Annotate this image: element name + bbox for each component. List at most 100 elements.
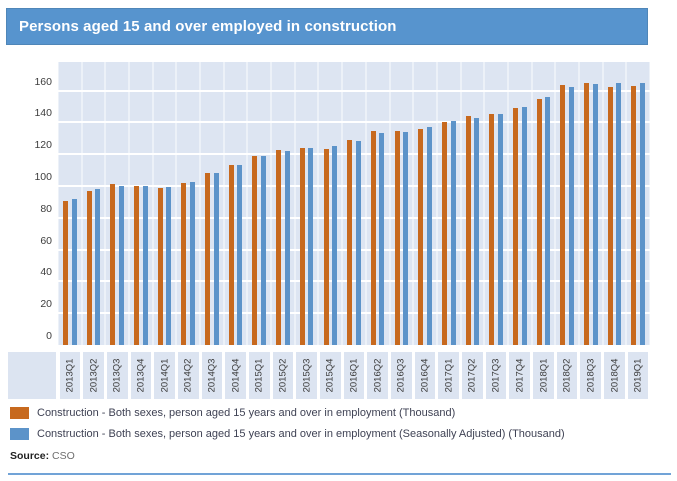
bar-employment-2013Q3 [110,184,116,345]
column-separator [435,62,438,345]
x-tick-cell-2014Q1: 2014Q1 [154,352,175,399]
column-separator [459,62,462,345]
x-tick-label-2015Q4: 2015Q4 [324,358,336,393]
bar-employment-2016Q2 [370,131,376,345]
x-tick-cell-2014Q4: 2014Q4 [225,352,246,399]
source-value: CSO [52,450,75,462]
gridline-160 [58,89,650,92]
bottom-divider [8,473,671,475]
x-tick-cell-2014Q2: 2014Q2 [177,352,199,399]
bar-employment-2014Q1 [157,188,163,345]
legend-swatch-blue-icon [10,427,29,440]
x-tick-label-2014Q1: 2014Q1 [159,358,171,393]
chart-title: Persons aged 15 and over employed in con… [19,18,397,35]
bar-seasonally-adjusted-2016Q1 [355,140,361,345]
x-axis-corner-cell [8,352,56,399]
column-separator [128,62,131,345]
y-tick-label-60: 60 [40,234,52,247]
bar-employment-2016Q1 [347,139,353,345]
column-separator [246,62,249,345]
bar-seasonally-adjusted-2013Q2 [95,189,101,345]
x-tick-cell-2017Q2: 2017Q2 [462,352,483,399]
column-separator [58,62,59,345]
bar-seasonally-adjusted-2017Q3 [497,113,503,345]
bar-seasonally-adjusted-2013Q1 [71,198,77,345]
x-tick-label-2013Q3: 2013Q3 [111,358,123,393]
column-separator [649,62,650,345]
bar-employment-2014Q3 [205,172,211,345]
plot-area [58,62,650,345]
bar-seasonally-adjusted-2017Q2 [474,117,480,345]
column-separator [317,62,320,345]
column-separator [530,62,533,345]
bar-seasonally-adjusted-2016Q3 [403,131,409,345]
bar-employment-2014Q4 [228,164,234,345]
gridline-60 [58,248,650,251]
x-tick-cell-2016Q3: 2016Q3 [391,352,412,399]
y-tick-label-40: 40 [40,266,52,279]
bar-seasonally-adjusted-2014Q3 [213,173,219,345]
x-tick-cell-2013Q4: 2013Q4 [130,352,152,399]
x-tick-cell-2017Q4: 2017Q4 [509,352,531,399]
column-separator [483,62,486,345]
source-line: Source: CSO [10,450,75,462]
bar-employment-2017Q1 [441,121,447,345]
bar-seasonally-adjusted-2017Q1 [450,120,456,345]
x-tick-label-2015Q3: 2015Q3 [301,358,313,393]
x-tick-cell-2017Q1: 2017Q1 [438,352,460,399]
legend-item-employment: Construction - Both sexes, person aged 1… [10,405,565,420]
bar-employment-2015Q3 [299,147,305,345]
x-tick-label-2016Q3: 2016Q3 [395,358,407,393]
bar-employment-2015Q4 [323,149,329,345]
column-separator [625,62,628,345]
legend-item-employment-seasonally-adjusted: Construction - Both sexes, person aged 1… [10,426,565,441]
x-tick-label-2018Q4: 2018Q4 [608,358,620,393]
x-tick-label-2016Q4: 2016Q4 [419,358,431,393]
bar-employment-2015Q2 [276,150,282,345]
x-tick-label-2017Q4: 2017Q4 [514,358,526,393]
column-separator [151,62,154,345]
x-tick-cell-2013Q3: 2013Q3 [106,352,128,399]
gridline-100 [58,185,650,187]
x-tick-cell-2018Q1: 2018Q1 [533,352,554,399]
bar-seasonally-adjusted-2016Q4 [426,127,432,345]
y-tick-label-120: 120 [34,139,52,152]
gridline-120 [58,153,650,156]
x-tick-cell-2015Q1: 2015Q1 [248,352,270,399]
x-tick-label-2013Q2: 2013Q2 [88,358,100,393]
column-separator [222,62,225,345]
legend-label-employment: Construction - Both sexes, person aged 1… [37,406,456,419]
gridline-80 [58,216,650,219]
x-tick-label-2013Q4: 2013Q4 [135,358,147,393]
x-tick-label-2017Q3: 2017Q3 [490,358,502,393]
bar-employment-2014Q2 [181,182,187,345]
bar-seasonally-adjusted-2014Q4 [237,164,243,345]
x-tick-label-2014Q3: 2014Q3 [206,358,218,393]
bar-employment-2019Q1 [631,85,637,345]
x-tick-label-2016Q2: 2016Q2 [372,358,384,393]
bar-seasonally-adjusted-2015Q1 [261,155,267,345]
bar-seasonally-adjusted-2014Q1 [166,186,172,345]
bar-employment-2013Q1 [63,201,69,345]
column-separator [175,62,178,345]
x-tick-cell-2018Q2: 2018Q2 [556,352,578,399]
bar-employment-2017Q4 [512,108,518,345]
x-tick-label-2018Q1: 2018Q1 [537,358,549,393]
column-separator [601,62,604,345]
x-tick-label-2018Q3: 2018Q3 [585,358,597,393]
bar-employment-2016Q3 [394,131,400,345]
x-tick-cell-2016Q2: 2016Q2 [367,352,388,399]
bar-employment-2018Q4 [607,86,613,345]
x-tick-label-2014Q4: 2014Q4 [230,358,242,393]
column-separator [506,62,509,345]
column-separator [388,62,391,345]
y-tick-label-0: 0 [46,330,52,342]
legend-label-employment-seasonally-adjusted: Construction - Both sexes, person aged 1… [37,427,565,440]
y-tick-label-160: 160 [34,75,52,88]
chart-title-bar: Persons aged 15 and over employed in con… [6,8,648,45]
x-tick-label-2017Q2: 2017Q2 [466,358,478,393]
y-tick-label-140: 140 [34,107,52,120]
column-separator [554,62,557,345]
legend: Construction - Both sexes, person aged 1… [10,405,565,447]
